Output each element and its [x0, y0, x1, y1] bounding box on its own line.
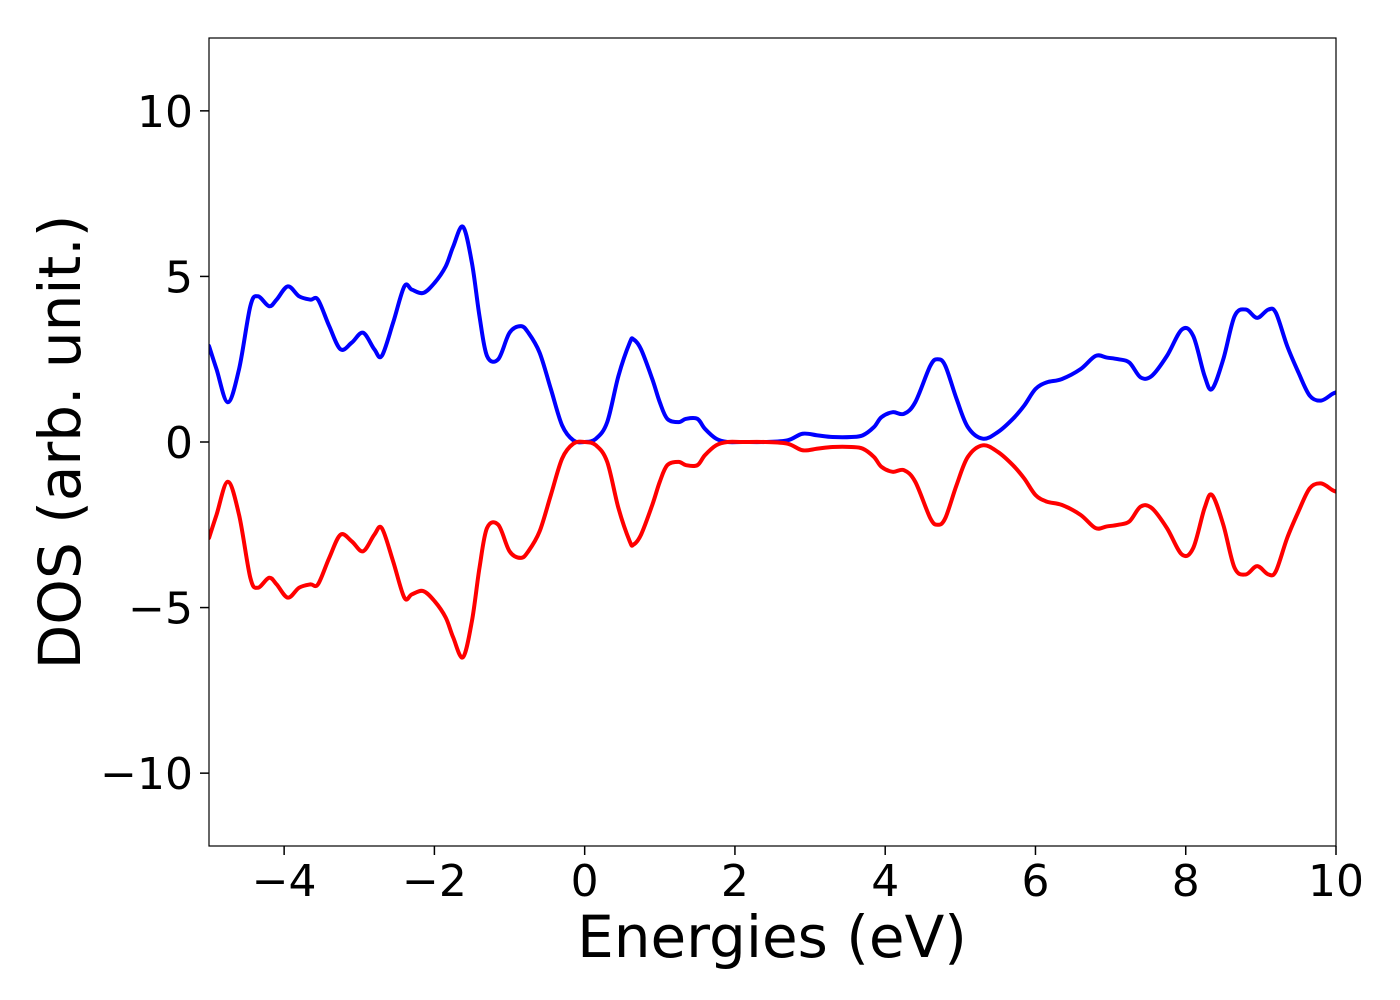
series-line-2 — [209, 439, 1336, 660]
y-axis-title: DOS (arb. unit.) — [26, 215, 94, 670]
x-tick-label: −2 — [402, 856, 467, 907]
x-axis-title: Energies (eV) — [577, 903, 967, 971]
series-layer — [209, 224, 1336, 660]
series-line-1 — [209, 224, 1336, 445]
x-axis: −4 −2 0 2 4 6 8 10 — [252, 846, 1364, 907]
x-tick-label: 6 — [1021, 856, 1049, 907]
y-tick-label: −5 — [128, 584, 193, 635]
x-tick-label: −4 — [252, 856, 317, 907]
x-tick-label: 10 — [1308, 856, 1364, 907]
y-tick-label: −10 — [100, 749, 193, 800]
y-axis: −10 −5 0 5 10 — [100, 87, 209, 800]
x-tick-label: 4 — [871, 856, 899, 907]
x-tick-label: 0 — [571, 856, 599, 907]
y-tick-label: 5 — [165, 252, 193, 303]
y-tick-label: 0 — [165, 418, 193, 469]
x-tick-label: 8 — [1172, 856, 1200, 907]
y-tick-label: 10 — [137, 87, 193, 138]
x-tick-label: 2 — [721, 856, 749, 907]
